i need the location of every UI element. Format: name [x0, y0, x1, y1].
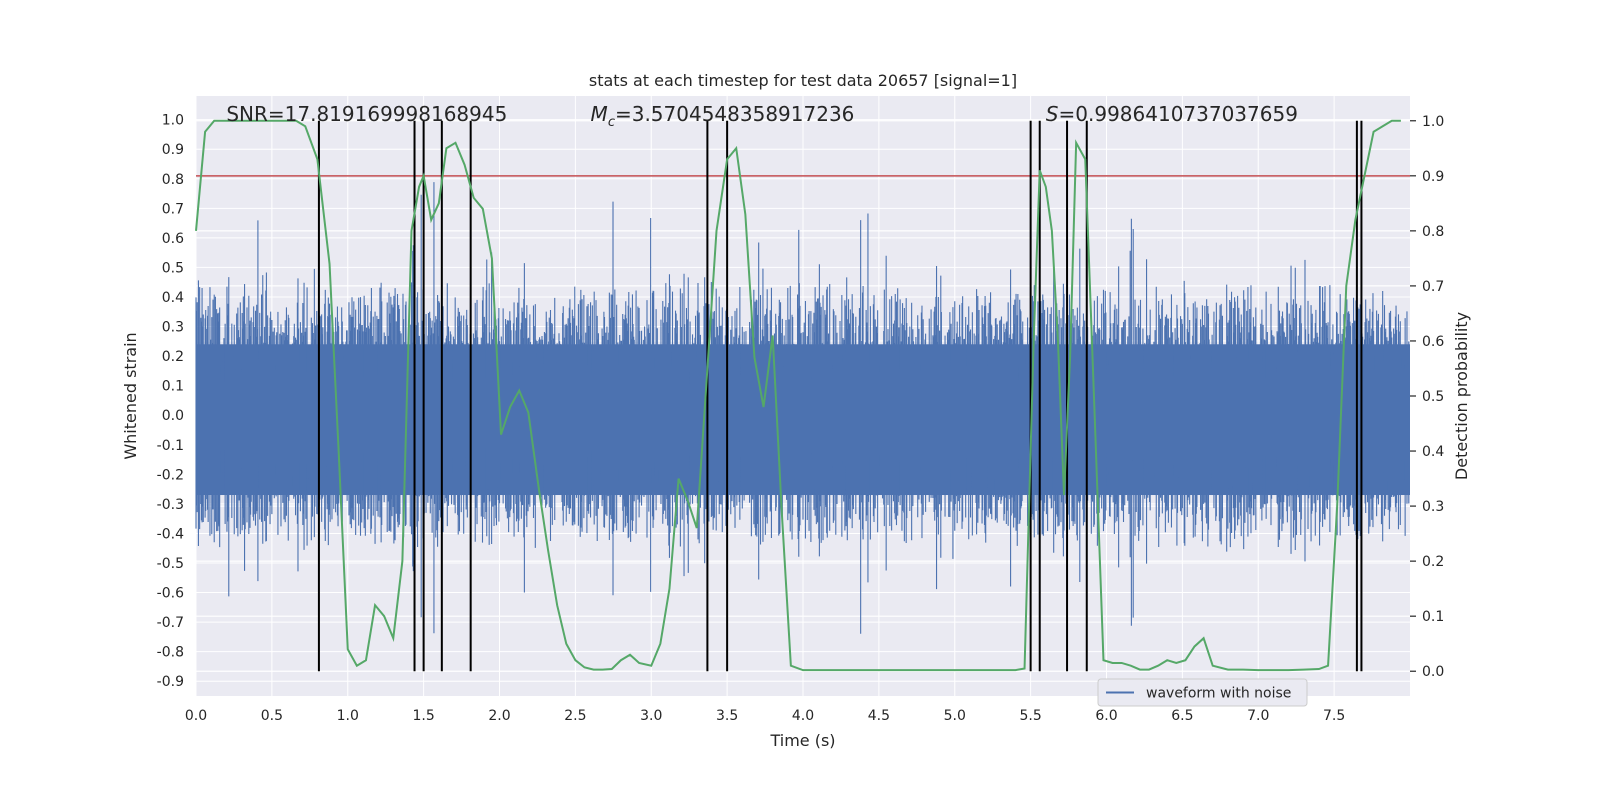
x-tick-label: 1.0	[337, 708, 359, 724]
chart-title: stats at each timestep for test data 206…	[589, 71, 1017, 90]
y2-tick-label: 0.5	[1422, 389, 1444, 405]
y-tick-label: -0.3	[157, 497, 184, 513]
x-tick-label: 4.0	[792, 708, 814, 724]
y-tick-label: 0.9	[162, 142, 184, 158]
x-tick-label: 7.0	[1247, 708, 1269, 724]
s-symbol: S	[1046, 102, 1059, 126]
y-tick-label: 0.0	[162, 408, 184, 424]
x-axis-label: Time (s)	[769, 731, 835, 750]
y-tick-label: -0.4	[157, 526, 184, 542]
mc-subscript: c	[608, 115, 615, 130]
y2-tick-label: 0.3	[1422, 499, 1444, 515]
y-axis-right: 1.0 0.9 0.8 0.7 0.6 0.5 0.4 0.3 0.2 0.1 0.0	[1410, 114, 1444, 680]
x-axis: 0.0 0.5 1.0 1.5 2.0 2.5 3.0 3.5 4.0 4.5 5.0 5.5 6.0 6…	[185, 708, 1345, 724]
y-tick-label: -0.2	[157, 467, 184, 483]
mc-symbol: M	[591, 102, 608, 126]
snr-annotation: SNR=17.819169998168945	[226, 102, 507, 126]
x-tick-label: 2.5	[564, 708, 586, 724]
y2-tick-label: 0.4	[1422, 444, 1444, 460]
y-tick-label: -0.9	[157, 674, 184, 690]
y-tick-label: 0.6	[162, 231, 184, 247]
prob-line	[195, 119, 1401, 672]
legend-box	[1097, 678, 1308, 707]
y-tick-label: -0.7	[157, 615, 184, 631]
y-axis-label: Whitened strain	[121, 332, 140, 459]
x-tick-label: 5.0	[944, 708, 966, 724]
x-tick-label: 0.0	[185, 708, 207, 724]
s-value: =0.9986410737037659	[1059, 102, 1298, 126]
x-tick-label: 5.5	[1019, 708, 1041, 724]
x-tick-label: 0.5	[261, 708, 283, 724]
mc-value: =3.5704548358917236	[615, 102, 854, 126]
y-tick-label: 0.2	[162, 349, 184, 365]
y2-tick-label: 0.6	[1422, 334, 1444, 350]
y-tick-label: -0.6	[157, 586, 184, 602]
y2-axis-label: Detection probability	[1452, 312, 1471, 480]
y-axis-left: 1.0 0.9 0.8 0.7 0.6 0.5 0.4 0.3 0.2 0.1 0.0 -0.1 -0.…	[157, 113, 184, 691]
y-tick-label: -0.8	[157, 645, 184, 661]
legend: waveform with noise	[1097, 678, 1308, 707]
y-tick-label: 0.7	[162, 201, 184, 217]
y2-tick-label: 0.9	[1422, 169, 1444, 185]
y-tick-label: 0.1	[162, 379, 184, 395]
x-tick-label: 3.5	[716, 708, 738, 724]
y2-tick-label: 0.8	[1422, 224, 1444, 240]
legend-label: waveform with noise	[1146, 686, 1291, 702]
y2-tick-label: 0.2	[1422, 554, 1444, 570]
y-tick-label: 0.4	[162, 290, 184, 306]
x-tick-label: 3.0	[640, 708, 662, 724]
x-tick-label: 1.5	[412, 708, 434, 724]
x-tick-label: 7.5	[1323, 708, 1345, 724]
x-tick-label: 4.5	[868, 708, 890, 724]
y2-tick-label: 1.0	[1422, 114, 1444, 130]
y2-tick-label: 0.1	[1422, 609, 1444, 625]
strain-waveform	[195, 182, 1410, 634]
statistic-annotation: S=0.9986410737037659	[1046, 102, 1298, 126]
y-tick-label: -0.5	[157, 556, 184, 572]
prob-series-group	[195, 119, 1401, 672]
y2-tick-label: 0.7	[1422, 279, 1444, 295]
y-tick-label: 0.5	[162, 260, 184, 276]
y-tick-label: 0.3	[162, 320, 184, 336]
chirp-mass-annotation: Mc=3.5704548358917236	[591, 102, 855, 130]
y-tick-label: 1.0	[162, 113, 184, 129]
x-tick-label: 2.0	[488, 708, 510, 724]
y2-tick-label: 0.0	[1422, 664, 1444, 680]
x-tick-label: 6.0	[1095, 708, 1117, 724]
y-tick-label: -0.1	[157, 438, 184, 454]
y-tick-label: 0.8	[162, 172, 184, 188]
x-tick-label: 6.5	[1171, 708, 1193, 724]
strain-series	[195, 182, 1410, 634]
